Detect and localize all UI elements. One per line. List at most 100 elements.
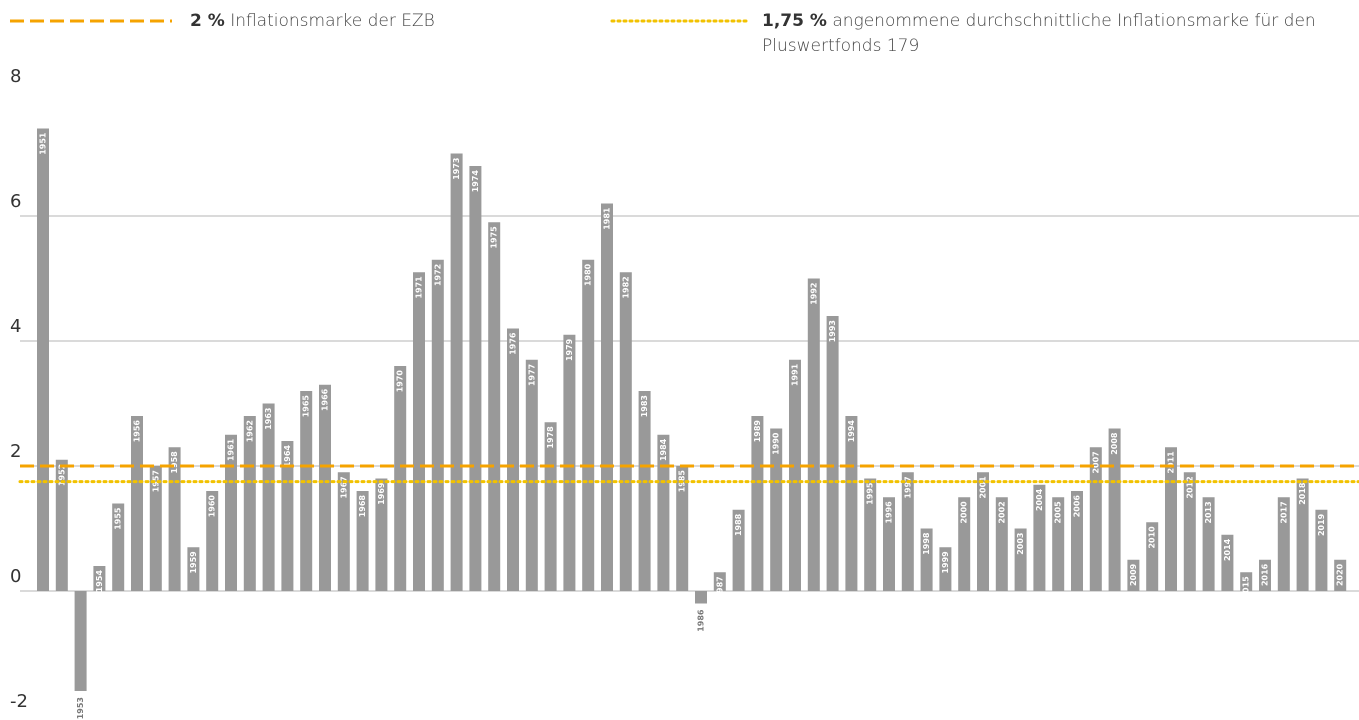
- year-label: 1955: [114, 507, 123, 530]
- year-label: 1969: [377, 482, 386, 505]
- bar: [901, 472, 914, 591]
- bar: [695, 591, 707, 604]
- year-label: 1997: [903, 476, 912, 498]
- bar: [1033, 484, 1046, 591]
- bar: [488, 222, 501, 591]
- y-tick-label: 4: [10, 316, 21, 337]
- bar: [356, 491, 369, 591]
- legend-entry: 1,75 % angenommene durchschnittliche Inf…: [762, 9, 1352, 59]
- bar: [1146, 522, 1159, 591]
- bar: [920, 528, 933, 591]
- legend-bold: 1,75 %: [762, 11, 827, 31]
- legend-text: angenommene durchschnittliche Inflations…: [762, 11, 1316, 56]
- legend-entry: 2 % Inflationsmarke der EZB: [190, 9, 435, 34]
- year-label: 1973: [452, 158, 461, 180]
- year-label: 1981: [603, 207, 612, 230]
- bar: [883, 497, 895, 591]
- bar: [300, 391, 313, 591]
- year-label: 1994: [847, 420, 856, 443]
- year-label: 1965: [302, 395, 311, 418]
- year-label: 1983: [640, 395, 649, 417]
- bar: [1240, 572, 1253, 591]
- bar: [826, 316, 839, 591]
- bar: [977, 472, 989, 591]
- bar: [469, 166, 482, 591]
- year-label: 1998: [922, 532, 931, 555]
- bar: [93, 566, 106, 591]
- year-label: 1953: [76, 697, 85, 719]
- bar: [995, 497, 1008, 591]
- year-label: 1971: [415, 276, 424, 299]
- year-label: 2007: [1091, 451, 1100, 473]
- bar: [770, 428, 783, 591]
- year-label: 1972: [433, 264, 442, 286]
- bar: [1052, 497, 1065, 591]
- bar: [845, 416, 858, 591]
- y-tick-label: 0: [10, 566, 21, 587]
- year-label: 1957: [151, 470, 160, 492]
- bar: [619, 272, 632, 591]
- year-label: 1988: [734, 513, 743, 536]
- bar: [544, 422, 557, 591]
- bar: [958, 497, 971, 591]
- year-label: 2015: [1242, 576, 1251, 599]
- year-label: 1993: [828, 320, 837, 342]
- bar: [1071, 491, 1083, 591]
- year-label: 1958: [170, 451, 179, 474]
- bar: [525, 359, 538, 591]
- bar: [431, 259, 444, 591]
- year-label: 1987: [715, 576, 724, 598]
- year-label: 2011: [1167, 451, 1176, 474]
- bar: [807, 278, 820, 591]
- bar: [243, 416, 256, 591]
- year-label: 1982: [621, 276, 630, 298]
- year-label: 2003: [1016, 533, 1025, 555]
- year-label: 1964: [283, 445, 292, 468]
- bar: [55, 459, 68, 591]
- bar: [1277, 497, 1290, 591]
- year-label: 1990: [772, 432, 781, 455]
- bar: [1315, 509, 1328, 591]
- bar: [1014, 528, 1027, 591]
- y-tick-label: 2: [10, 441, 21, 462]
- bar: [676, 466, 689, 591]
- year-label: 1967: [339, 476, 348, 498]
- year-label: 1963: [264, 408, 273, 430]
- year-label: 1995: [866, 482, 875, 505]
- year-label: 2000: [960, 501, 969, 524]
- year-label: 2014: [1223, 538, 1232, 561]
- year-label: 1954: [95, 570, 104, 593]
- bar: [507, 328, 519, 591]
- bar: [149, 466, 162, 591]
- bar: [789, 359, 801, 591]
- year-label: 2020: [1336, 563, 1345, 586]
- bar: [939, 547, 952, 591]
- bar: [262, 403, 275, 591]
- bar: [375, 478, 388, 591]
- year-label: 1976: [509, 332, 518, 355]
- bar: [751, 416, 764, 591]
- bar: [225, 434, 237, 591]
- year-label: 1984: [659, 438, 668, 461]
- bar: [131, 416, 143, 591]
- year-label: 1986: [697, 609, 706, 632]
- year-label: 1952: [57, 464, 66, 486]
- year-label: 1956: [133, 420, 142, 443]
- year-label: 1966: [321, 388, 330, 411]
- bar: [394, 366, 407, 591]
- bar: [1108, 428, 1121, 591]
- y-tick-label: -2: [10, 691, 28, 712]
- bar: [337, 472, 350, 591]
- year-label: 1989: [753, 420, 762, 443]
- bar: [1127, 559, 1140, 591]
- year-label: 1979: [565, 338, 574, 361]
- bar: [37, 128, 49, 591]
- bar: [187, 547, 200, 591]
- year-label: 1991: [791, 363, 800, 386]
- year-label: 1975: [490, 226, 499, 249]
- bar: [168, 447, 181, 591]
- year-label: 2005: [1054, 501, 1063, 524]
- bar: [1296, 478, 1309, 591]
- year-label: 1968: [358, 495, 367, 518]
